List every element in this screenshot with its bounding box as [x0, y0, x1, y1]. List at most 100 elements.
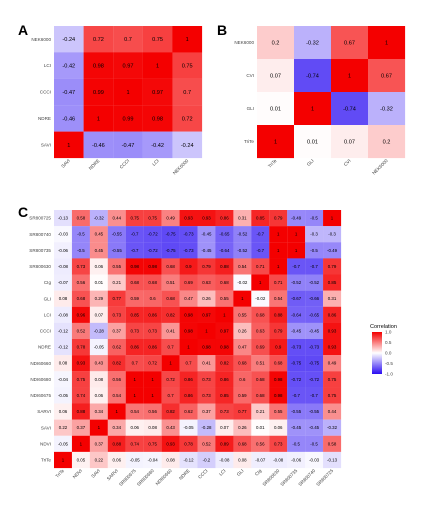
heatmap-cell [83, 131, 114, 159]
heatmap-cell [215, 322, 234, 340]
cell-value-label: 1 [186, 37, 189, 43]
cell-value-label: 1 [295, 248, 298, 253]
heatmap-cell [305, 306, 324, 323]
heatmap-cell [257, 125, 295, 159]
heatmap-cell [233, 371, 252, 388]
cell-value-label: 0.82 [220, 361, 229, 366]
heatmap-cell [179, 451, 198, 469]
cell-value-label: 0.68 [130, 280, 139, 285]
heatmap-cell [71, 322, 90, 340]
heatmap-cell [89, 322, 108, 340]
cell-value-label: -0.7 [256, 232, 264, 237]
cell-value-label: -0.73 [309, 345, 320, 350]
heatmap-cell [143, 306, 162, 323]
heatmap-cell [305, 371, 324, 388]
heatmap-cell [143, 322, 162, 340]
cell-value-label: 0.2 [272, 40, 280, 46]
heatmap-cell [161, 355, 180, 372]
heatmap-cell [113, 105, 143, 132]
cell-value-label: 1 [62, 457, 65, 462]
cell-value-label: 0.68 [256, 393, 265, 398]
cell-value-label: 0.93 [328, 328, 337, 333]
cell-value-label: 0.21 [113, 280, 122, 285]
cell-value-label: 0.37 [95, 441, 104, 446]
heatmap-cell [233, 242, 252, 259]
cell-value-label: -0.7 [292, 393, 300, 398]
column-tick-label: GLI [306, 158, 315, 167]
heatmap-cell [305, 387, 324, 404]
cell-value-label: 0.98 [184, 328, 193, 333]
heatmap-cell [287, 355, 306, 372]
heatmap-cell [143, 226, 162, 243]
cell-value-label: -0.55 [309, 409, 320, 414]
cell-value-label: 0.47 [184, 296, 193, 301]
cell-value-label: -0.55 [112, 232, 123, 237]
heatmap-cell [71, 403, 90, 420]
cell-value-label: 0.62 [113, 345, 122, 350]
heatmap-cell [54, 419, 73, 436]
heatmap-cell [323, 371, 342, 388]
cell-value-label: -0.75 [166, 248, 177, 253]
heatmap-cell [125, 306, 144, 323]
heatmap-cell [287, 451, 306, 469]
cell-value-label: 0.86 [220, 216, 229, 221]
cell-value-label: -0.07 [255, 457, 266, 462]
heatmap-cell [142, 131, 173, 159]
heatmap-cell [368, 26, 406, 60]
heatmap-cell [305, 210, 324, 227]
heatmap-cell [215, 435, 234, 452]
cell-value-label: 1 [311, 106, 314, 112]
heatmap-cell [172, 105, 203, 132]
heatmap-cell [54, 210, 73, 227]
cell-value-label: 0.6 [150, 296, 157, 301]
heatmap-cell [161, 322, 180, 340]
cell-value-label: 0.93 [77, 361, 86, 366]
cell-value-label: 0.41 [166, 328, 175, 333]
cell-value-label: -0.12 [58, 345, 69, 350]
cell-value-label: 0.77 [238, 409, 247, 414]
cell-value-label: 0.73 [130, 328, 139, 333]
cell-value-label: 0.72 [166, 377, 175, 382]
column-tick-label: TriTe [267, 158, 278, 169]
cell-value-label: -0.12 [184, 457, 195, 462]
row-tick-label: NEK6000 [234, 40, 254, 45]
cell-value-label: -0.65 [219, 232, 230, 237]
heatmap-cell [331, 26, 369, 60]
cell-value-label: 0.73 [274, 441, 283, 446]
heatmap-cell [54, 339, 73, 356]
cell-value-label: -0.73 [184, 232, 195, 237]
heatmap-cell [251, 339, 270, 356]
cell-value-label: 0.55 [274, 409, 283, 414]
heatmap-cell [305, 419, 324, 436]
cell-value-label: 1 [133, 377, 136, 382]
cell-value-label: 0.75 [328, 377, 337, 382]
row-tick-label: NEK6000 [31, 37, 51, 42]
cell-value-label: -0.72 [291, 377, 302, 382]
heatmap-cell [161, 451, 180, 469]
cell-value-label: 0.08 [59, 361, 68, 366]
heatmap-cell [269, 403, 288, 420]
heatmap-cell [107, 403, 126, 420]
cell-value-label: 0.96 [77, 312, 86, 317]
row-tick-label: SR800735 [29, 248, 51, 253]
heatmap-cell [269, 290, 288, 307]
heatmap-cell [107, 290, 126, 307]
cell-value-label: -0.32 [94, 216, 105, 221]
cell-value-label: 0.54 [274, 296, 283, 301]
heatmap-cell [233, 387, 252, 404]
cell-value-label: 0.68 [238, 441, 247, 446]
cell-value-label: 0.88 [77, 409, 86, 414]
heatmap-cell [294, 26, 332, 60]
heatmap-cell [172, 52, 203, 79]
heatmap-cell [287, 322, 306, 340]
cell-value-label: 0.88 [113, 441, 122, 446]
heatmap-cell [89, 210, 108, 227]
cell-value-label: 0.7 [168, 393, 175, 398]
cell-value-label: -0.5 [77, 248, 85, 253]
cell-value-label: 0.55 [220, 296, 229, 301]
cell-value-label: 0.75 [77, 377, 86, 382]
cell-value-label: 0.51 [256, 361, 265, 366]
cell-value-label: 0.93 [166, 441, 175, 446]
cell-value-label: 0.79 [274, 328, 283, 333]
heatmap-cell [215, 451, 234, 469]
